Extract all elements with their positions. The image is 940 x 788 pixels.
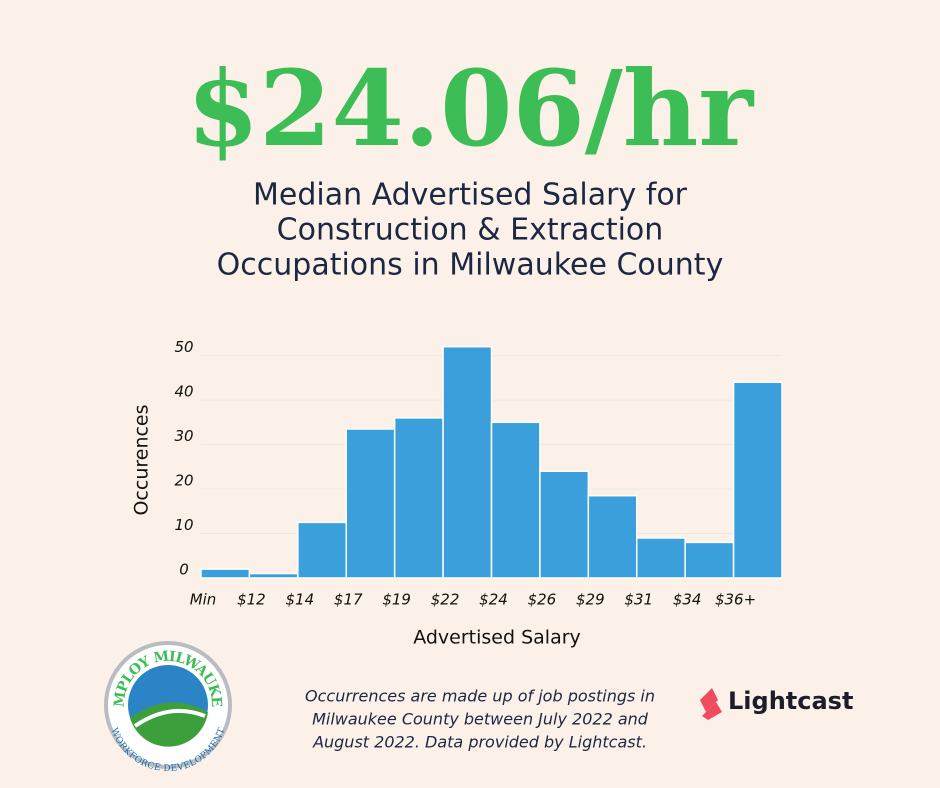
y-tick-label: 50 [174, 338, 193, 356]
x-tick-label: $31 [624, 591, 653, 609]
footnote: Milwaukee County between July 2022 and [312, 710, 649, 729]
footnote: August 2022. Data provided by Lightcast. [312, 733, 647, 752]
bar [393, 417, 444, 579]
x-tick-label: $36+ [715, 591, 756, 609]
footnote: Occurrences are made up of job postings … [305, 687, 655, 706]
y-tick-label: 10 [174, 516, 193, 534]
x-tick-label: $24 [479, 591, 508, 609]
x-tick-label: $14 [286, 591, 315, 609]
bar [587, 494, 638, 579]
bar [200, 568, 251, 579]
y-tick-label: 0 [179, 561, 189, 579]
bar [732, 381, 783, 579]
x-tick-label: $19 [382, 591, 411, 609]
logo-road [133, 708, 206, 728]
lightcast-mark [702, 702, 722, 720]
subtitle: Occupations in Milwaukee County [217, 248, 724, 283]
x-tick-label: $26 [528, 591, 557, 609]
x-tick-label: $29 [576, 591, 605, 609]
bar [539, 470, 590, 579]
bar [248, 572, 299, 579]
subtitle: Median Advertised Salary for [253, 178, 688, 213]
x-tick-label: $22 [431, 591, 460, 609]
headline: $24.06/hr [187, 47, 755, 170]
y-tick-label: 30 [174, 427, 193, 445]
bar [345, 428, 396, 579]
x-tick-label: $34 [673, 591, 702, 609]
x-tick-label: Min [190, 591, 217, 609]
lightcast-text: Lightcast [728, 687, 853, 715]
y-tick-label: 40 [174, 383, 193, 401]
x-tick-label: $17 [334, 591, 363, 609]
x-tick-label: $12 [237, 591, 266, 609]
bar [490, 421, 541, 579]
bar [684, 541, 735, 579]
y-axis-label: Occurences [131, 404, 153, 515]
bar [636, 537, 686, 579]
bar [297, 521, 348, 579]
bar [442, 345, 493, 579]
subtitle: Construction & Extraction [277, 213, 664, 248]
x-axis-label: Advertised Salary [413, 627, 581, 649]
lightcast-mark [700, 688, 718, 712]
lightcast-logo: Lightcast [700, 687, 853, 720]
y-tick-label: 20 [174, 472, 193, 490]
